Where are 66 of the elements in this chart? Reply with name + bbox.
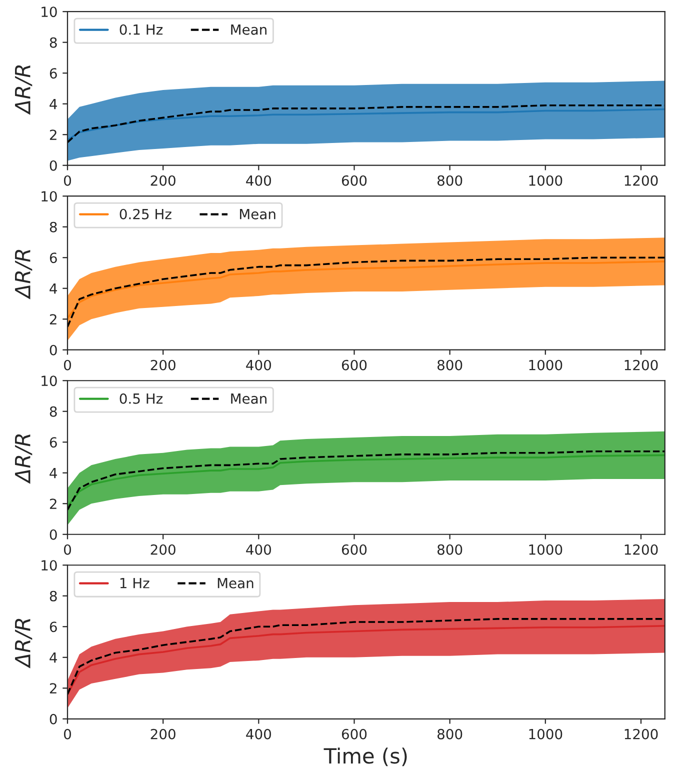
- y-tick-label: 4: [50, 652, 57, 663]
- y-tick-label: 4: [50, 284, 57, 294]
- y-tick-label: 0: [50, 529, 57, 540]
- legend-label: Mean: [240, 209, 276, 220]
- x-tick-label: 600: [342, 360, 367, 370]
- legend-label: 1 Hz: [120, 578, 150, 588]
- x-tick-label: 1000: [529, 544, 562, 555]
- x-tick-label: 400: [246, 175, 271, 186]
- x-tick-label: 200: [150, 544, 176, 555]
- y-axis-title: ΔR/R: [15, 65, 32, 115]
- x-tick-label: 1000: [529, 360, 562, 370]
- y-tick-label: 10: [42, 191, 57, 202]
- y-tick-label: 4: [50, 99, 57, 110]
- legend-label: 0.5 Hz: [120, 393, 163, 404]
- y-tick-label: 6: [50, 68, 57, 79]
- y-tick-label: 8: [50, 590, 57, 602]
- y-tick-label: 8: [50, 406, 57, 417]
- y-tick-label: 10: [42, 376, 57, 386]
- y-tick-label: 6: [50, 622, 57, 632]
- y-tick-label: 0: [50, 714, 57, 724]
- y-tick-label: 2: [50, 498, 56, 509]
- x-tick-label: 600: [342, 728, 367, 740]
- x-tick-label: 600: [342, 175, 367, 186]
- y-tick-label: 0: [50, 160, 57, 171]
- x-tick-label: 600: [342, 544, 367, 555]
- x-tick-label: 1000: [529, 175, 562, 186]
- x-tick-label: 0: [64, 360, 71, 370]
- y-axis-title: ΔR/R: [15, 434, 32, 484]
- y-tick-label: 10: [42, 6, 57, 18]
- x-tick-label: 1200: [624, 544, 658, 555]
- y-axis-title: ΔR/R: [15, 250, 32, 300]
- legend-label: 0.25 Hz: [120, 208, 172, 220]
- x-tick-label: 200: [150, 360, 176, 370]
- x-tick-label: 200: [150, 175, 176, 186]
- x-tick-label: 800: [438, 728, 462, 740]
- x-tick-label: 800: [438, 544, 462, 555]
- line-series: [68, 256, 665, 328]
- y-tick-label: 6: [50, 437, 57, 448]
- y-tick-label: 10: [42, 560, 57, 571]
- x-tick-label: 1200: [624, 175, 658, 186]
- x-tick-label: 0: [64, 728, 71, 740]
- y-tick-label: 4: [50, 468, 57, 478]
- y-tick-label: 2: [50, 130, 56, 140]
- x-tick-label: 400: [246, 360, 271, 370]
- x-tick-label: 1200: [624, 728, 658, 740]
- x-tick-label: 1200: [624, 360, 658, 370]
- x-tick-label: 400: [246, 728, 271, 740]
- y-tick-label: 0: [50, 344, 57, 356]
- y-tick-label: 2: [50, 683, 56, 694]
- x-tick-label: 200: [150, 728, 176, 740]
- x-tick-label: 800: [438, 360, 462, 370]
- y-tick-label: 8: [50, 222, 57, 232]
- y-tick-label: 2: [50, 314, 56, 324]
- x-tick-label: 0: [64, 175, 71, 186]
- y-axis-title: ΔR/R: [15, 618, 32, 668]
- x-tick-label: 0: [64, 544, 71, 555]
- x-axis-title: Time (s): [324, 748, 407, 766]
- legend-label: Mean: [218, 578, 254, 588]
- y-tick-label: 6: [50, 252, 57, 264]
- legend-label: 0.1 Hz: [120, 24, 163, 35]
- x-tick-label: 400: [246, 544, 271, 555]
- x-tick-label: 800: [438, 175, 462, 186]
- y-tick-label: 8: [50, 37, 57, 48]
- legend-label: Mean: [231, 394, 266, 404]
- legend-label: Mean: [231, 24, 266, 35]
- x-tick-label: 1000: [529, 728, 562, 740]
